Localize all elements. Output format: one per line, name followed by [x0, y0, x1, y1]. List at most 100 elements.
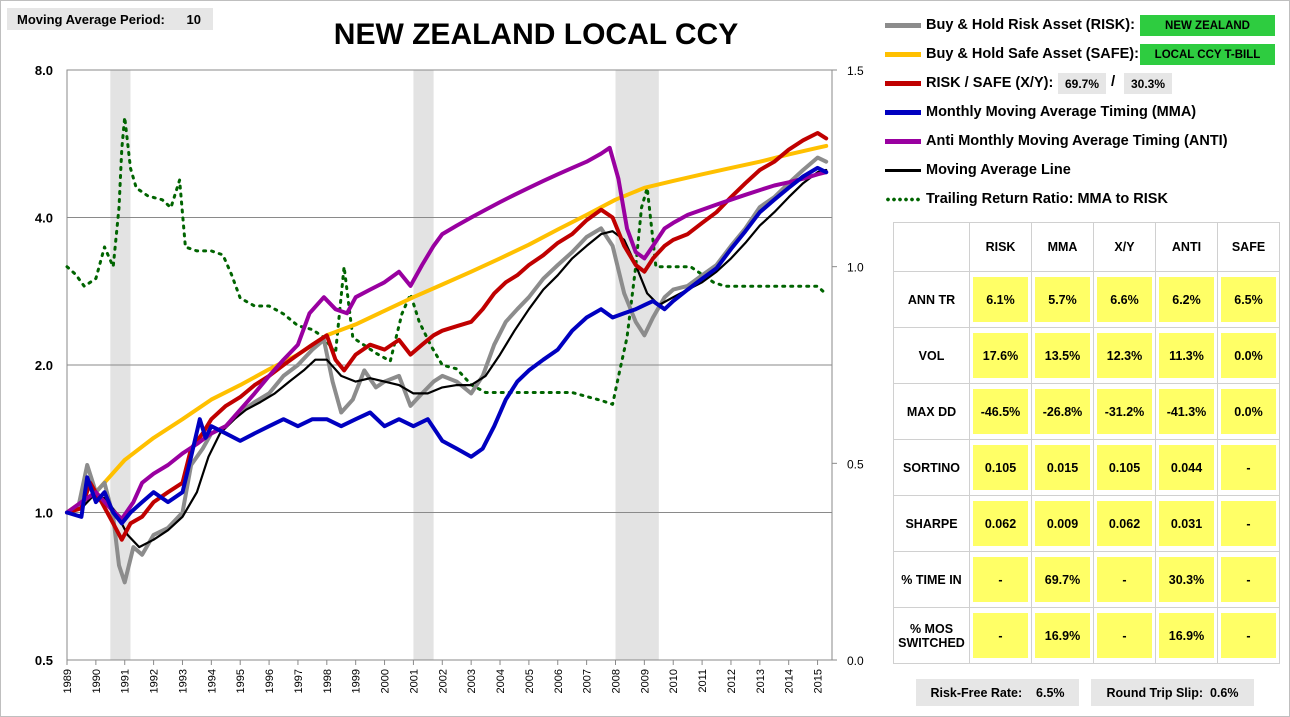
stats-corner: [893, 222, 970, 272]
stats-cell: 6.5%: [1217, 271, 1280, 328]
safe-asset-box: LOCAL CCY T-BILL: [1140, 44, 1275, 65]
round-trip-slip-value: 0.6%: [1209, 685, 1239, 700]
stats-cell: -: [1217, 495, 1280, 552]
stats-value: 11.3%: [1159, 333, 1214, 378]
y-tick-label: 8.0: [35, 63, 53, 78]
y2-tick-label: 1.0: [847, 261, 864, 275]
round-trip-slip-box: Round Trip Slip: 0.6%: [1091, 679, 1254, 706]
risk-free-rate-box: Risk-Free Rate: 6.5%: [916, 679, 1079, 706]
stats-value: 0.105: [973, 445, 1028, 490]
x-tick-label: 2014: [784, 669, 796, 693]
legend-xy-label: RISK / SAFE (X/Y):: [926, 75, 1054, 91]
x-tick-label: 2002: [437, 669, 449, 693]
stats-value: 6.5%: [1221, 277, 1276, 322]
legend-anti-label: Anti Monthly Moving Average Timing (ANTI…: [926, 133, 1228, 149]
chart-title: NEW ZEALAND LOCAL CCY: [333, 18, 739, 51]
legend-risk: Buy & Hold Risk Asset (RISK):: [885, 14, 1135, 36]
x-tick-label: 2011: [697, 669, 709, 693]
risk-free-rate-value: 6.5%: [1036, 685, 1065, 700]
y-tick-label: 0.5: [35, 653, 53, 668]
x-tick-label: 2000: [380, 669, 392, 693]
stats-cell: -: [1093, 551, 1156, 608]
stats-cell: 0.062: [969, 495, 1032, 552]
risk-swatch: [885, 22, 921, 28]
stats-row: ANN TR 6.1% 5.7% 6.6% 6.2% 6.5%: [893, 271, 1280, 328]
stats-value: 0.062: [1097, 501, 1152, 546]
stats-row-label: MAX DD: [893, 383, 970, 440]
legend-risk-label: Buy & Hold Risk Asset (RISK):: [926, 17, 1135, 33]
stats-cell: 0.0%: [1217, 327, 1280, 384]
ma-period-value: 10: [186, 11, 201, 27]
stats-value: 0.062: [973, 501, 1028, 546]
stats-cell: -41.3%: [1155, 383, 1218, 440]
y2-tick-label: 1.5: [847, 64, 864, 78]
stats-col-header: SAFE: [1217, 222, 1280, 272]
ma-line-swatch: [885, 168, 921, 172]
stats-value: -: [1221, 557, 1276, 602]
y-tick-label: 1.0: [35, 506, 53, 521]
x-tick-label: 2008: [610, 669, 622, 693]
stats-col-header: MMA: [1031, 222, 1094, 272]
stats-value: 16.9%: [1035, 613, 1090, 658]
line-chart: 0.5 1.0 2.0 4.0 8.0 0.0 0.5 1.0 1.5 1989 1990 1991 1…: [35, 63, 864, 693]
stats-value: -: [1221, 445, 1276, 490]
tick-labels: 0.5 1.0 2.0 4.0 8.0 0.0 0.5 1.0 1.5 1989 1990 1991 1…: [35, 63, 864, 693]
stats-cell: -26.8%: [1031, 383, 1094, 440]
legend-mma-label: Monthly Moving Average Timing (MMA): [926, 104, 1197, 120]
stats-cell: 13.5%: [1031, 327, 1094, 384]
xy-separator: /: [1111, 73, 1116, 90]
x-tick-label: 2010: [668, 669, 680, 693]
stats-value: 0.044: [1159, 445, 1214, 490]
stats-cell: 12.3%: [1093, 327, 1156, 384]
stats-cell: 0.009: [1031, 495, 1094, 552]
x-tick-label: 2009: [639, 669, 651, 693]
legend-xy: RISK / SAFE (X/Y):: [885, 72, 1053, 94]
stats-cell: 0.105: [969, 439, 1032, 496]
stats-cell: 0.015: [1031, 439, 1094, 496]
y2-tick-label: 0.0: [847, 654, 864, 668]
stats-row-label: VOL: [893, 327, 970, 384]
stats-value: -41.3%: [1159, 389, 1214, 434]
stats-value: 0.0%: [1221, 333, 1276, 378]
xy-risk-weight: 69.7%: [1058, 73, 1106, 94]
stats-value: 17.6%: [973, 333, 1028, 378]
stats-value: 16.9%: [1159, 613, 1214, 658]
stats-row: SHARPE 0.062 0.009 0.062 0.031-: [893, 495, 1280, 552]
x-tick-label: 1990: [91, 669, 103, 693]
stats-row: VOL 17.6% 13.5% 12.3% 11.3% 0.0%: [893, 327, 1280, 384]
stats-cell: 30.3%: [1155, 551, 1218, 608]
y-tick-label: 4.0: [35, 211, 53, 226]
stats-cell: -: [969, 607, 1032, 664]
x-tick-label: 2007: [582, 669, 594, 693]
stats-row-label: SORTINO: [893, 439, 970, 496]
x-tick-label: 2003: [466, 669, 478, 693]
stats-cell: 6.6%: [1093, 271, 1156, 328]
stats-row-label: % TIME IN: [893, 551, 970, 608]
series-line: [65, 165, 829, 526]
stats-cell: 17.6%: [969, 327, 1032, 384]
ma-period-label: Moving Average Period:: [17, 11, 165, 27]
legend-ma-line: Moving Average Line: [885, 159, 1071, 181]
stats-value: 69.7%: [1035, 557, 1090, 602]
stats-cell: 0.062: [1093, 495, 1156, 552]
x-tick-label: 2005: [524, 669, 536, 693]
stats-cell: 16.9%: [1155, 607, 1218, 664]
gridlines: [67, 69, 832, 661]
xy-swatch: [885, 80, 921, 86]
legend-ma-line-label: Moving Average Line: [926, 162, 1071, 178]
risk-asset-box: NEW ZEALAND: [1140, 15, 1275, 36]
x-tick-label: 1991: [120, 669, 132, 693]
series-line: [65, 131, 829, 542]
x-tick-label: 1996: [264, 669, 276, 693]
stats-value: -: [1097, 613, 1152, 658]
x-tick-label: 2012: [726, 669, 738, 693]
stats-cell: 0.044: [1155, 439, 1218, 496]
x-tick-label: 2001: [408, 669, 420, 693]
x-tick-label: 1994: [206, 669, 218, 693]
series-line: [65, 143, 829, 515]
legend-safe-label: Buy & Hold Safe Asset (SAFE):: [926, 46, 1139, 62]
stats-cell: 6.1%: [969, 271, 1032, 328]
xy-safe-weight: 30.3%: [1124, 73, 1172, 94]
stats-value: 0.0%: [1221, 389, 1276, 434]
stats-value: 0.009: [1035, 501, 1090, 546]
